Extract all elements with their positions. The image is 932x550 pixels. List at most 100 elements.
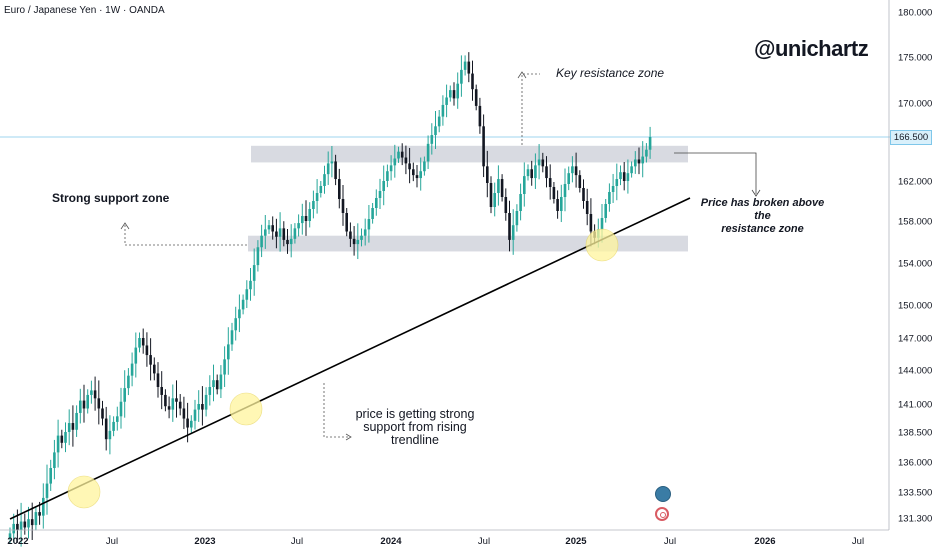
candle-body — [238, 309, 241, 319]
candle-body — [534, 165, 537, 179]
support-pointer — [124, 225, 248, 246]
candle-body — [312, 201, 315, 209]
candle-body — [79, 400, 82, 413]
candle-body — [345, 213, 348, 232]
trendline-pointer — [323, 383, 350, 438]
candle-body — [38, 512, 41, 516]
record-icon[interactable] — [655, 507, 669, 521]
candle-body — [474, 89, 478, 106]
candle-body — [164, 394, 167, 407]
candle-body — [249, 280, 252, 290]
candle-body — [116, 416, 119, 422]
candle-body — [286, 239, 289, 245]
candle-body — [42, 497, 45, 516]
candle-body — [571, 166, 574, 174]
candle-body — [16, 523, 19, 530]
x-tick-label: Jul — [291, 536, 303, 547]
candle-body — [389, 165, 393, 172]
candle-body — [234, 318, 237, 331]
trendline-line-3: trendline — [391, 433, 439, 447]
candle-body — [204, 394, 208, 410]
candle-body — [104, 418, 108, 440]
x-tick-label: Jul — [478, 536, 490, 547]
candle-body — [556, 199, 559, 211]
candle-body — [604, 204, 607, 218]
candle-body — [45, 483, 49, 498]
candle-body — [415, 175, 419, 179]
candle-body — [297, 223, 300, 229]
candle-body — [460, 69, 463, 84]
candle-body — [319, 186, 323, 193]
candle-body — [201, 404, 204, 410]
candle-body — [530, 169, 533, 179]
x-tick-label: 2022 — [7, 536, 28, 547]
candle-body — [393, 158, 397, 166]
y-tick-label: 154.000 — [898, 259, 932, 270]
candle-body — [382, 181, 385, 191]
candle-body — [252, 265, 256, 281]
candle-body — [386, 171, 389, 181]
candle-body — [367, 219, 371, 230]
candle-body — [141, 338, 145, 346]
candle-body — [64, 432, 67, 443]
candle-body — [371, 208, 374, 219]
candle-body — [349, 231, 352, 239]
candle-body — [267, 225, 271, 230]
candle-body — [119, 401, 123, 417]
candle-body — [97, 398, 101, 409]
x-tick-label: 2025 — [565, 536, 587, 547]
candle-body — [197, 404, 200, 410]
y-tick-label: 144.000 — [898, 366, 932, 377]
candle-body — [145, 345, 149, 356]
candle-body — [582, 188, 585, 201]
candle-body — [171, 398, 175, 410]
candle-body — [471, 73, 474, 90]
candle-body — [352, 238, 356, 245]
candle-body — [175, 398, 178, 402]
candle-body — [208, 387, 212, 395]
candle-body — [293, 228, 297, 239]
x-tick-label: Jul — [664, 536, 676, 547]
candle-body — [153, 364, 156, 374]
candle-body — [334, 161, 337, 180]
candle-body — [223, 359, 226, 375]
support-zone — [248, 235, 688, 252]
candle-body — [445, 97, 448, 105]
candle-body — [23, 521, 27, 528]
y-tick-label: 138.500 — [898, 428, 932, 439]
candle-body — [75, 412, 78, 430]
candle-body — [600, 218, 604, 230]
candle-body — [567, 173, 570, 184]
candle-body — [190, 420, 193, 428]
y-tick-label: 141.000 — [898, 400, 932, 411]
candle-body — [330, 161, 334, 164]
candle-body — [49, 468, 52, 484]
candle-body — [378, 191, 382, 198]
candle-body — [108, 430, 112, 440]
candle-body — [552, 187, 556, 199]
y-tick-label: 136.000 — [898, 458, 932, 469]
candle-body — [497, 179, 500, 193]
trendline-arrow-head — [345, 433, 352, 441]
candle-body — [160, 387, 163, 395]
candle-body — [526, 169, 530, 177]
candle-body — [500, 179, 504, 197]
candle-body — [34, 512, 38, 526]
trendline-line-2: support from rising — [363, 420, 467, 434]
candle-body — [167, 406, 171, 410]
y-tick-label: 170.000 — [898, 99, 932, 110]
breakout-line-1: Price has broken above the — [700, 197, 825, 222]
tradingview-globe-icon[interactable] — [655, 486, 671, 502]
candle-body — [375, 198, 378, 208]
breakout-arrow-head — [751, 189, 761, 197]
candle-body — [523, 176, 526, 194]
candle-body — [341, 199, 345, 213]
strong-support-label: Strong support zone — [52, 191, 170, 205]
candle-body — [245, 289, 249, 300]
candle-body — [182, 408, 186, 419]
candle-body — [227, 344, 230, 360]
candle-body — [60, 435, 64, 443]
candle-body — [130, 363, 134, 376]
support-arrow-head — [120, 222, 130, 230]
